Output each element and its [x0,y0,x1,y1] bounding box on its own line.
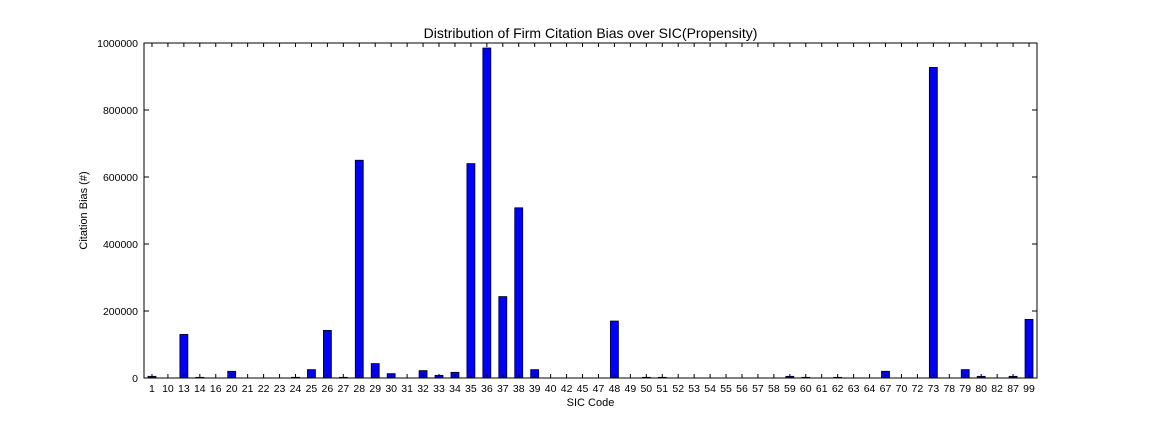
x-axis-label: SIC Code [567,397,615,409]
x-tick-label: 63 [848,383,860,395]
x-tick-label: 39 [529,383,541,395]
bar-sic-26 [323,330,331,378]
x-tick-label: 49 [625,383,637,395]
plot-frame [144,43,1037,378]
x-tick-label: 25 [306,383,318,395]
x-tick-label: 24 [290,383,302,395]
x-tick-label: 20 [226,383,238,395]
x-tick-label: 78 [943,383,955,395]
x-tick-label: 51 [656,383,668,395]
y-axis-label: Citation Bias (#) [78,171,90,249]
x-tick-label: 37 [497,383,509,395]
chart-title: Distribution of Firm Citation Bias over … [424,25,758,41]
x-tick-label: 61 [816,383,828,395]
bar-sic-35 [467,164,475,378]
bar-sic-36 [483,48,491,378]
bar-sic-48 [610,321,618,378]
axis-ticks: 1 10 13 14 16 20 21 22 23 24 25 2627 28 29 30 31 32 33 34 3… [97,38,1037,395]
x-tick-label: 16 [210,383,222,395]
x-tick-label: 23 [274,383,286,395]
x-tick-label: 33 [433,383,445,395]
x-tick-label: 54 [704,383,716,395]
x-tick-label: 73 [928,383,940,395]
y-tick-label: 600000 [103,172,138,184]
x-tick-label: 79 [959,383,971,395]
x-tick-label: 31 [401,383,413,395]
x-tick-label: 50 [640,383,652,395]
x-tick-label: 14 [194,383,206,395]
x-tick-label: 10 [162,383,174,395]
x-tick-label: 56 [736,383,748,395]
bar-sic-37 [499,297,507,378]
x-tick-label: 34 [449,383,461,395]
x-tick-label: 27 [337,383,349,395]
x-tick-label: 80 [975,383,987,395]
x-tick-label: 22 [258,383,270,395]
x-tick-label: 64 [864,383,876,395]
x-tick-label: 99 [1023,383,1035,395]
x-tick-label: 1 [149,383,155,395]
x-tick-label: 59 [784,383,796,395]
x-tick-label: 82 [991,383,1003,395]
x-tick-label: 30 [385,383,397,395]
x-tick-label: 87 [1007,383,1019,395]
y-tick-label: 400000 [103,239,138,251]
x-tick-label: 55 [720,383,732,395]
x-tick-label: 36 [481,383,493,395]
y-tick-label: 200000 [103,306,138,318]
x-tick-label: 26 [322,383,334,395]
x-tick-label: 40 [545,383,557,395]
x-tick-label: 42 [561,383,573,395]
bar-sic-73 [929,67,937,378]
x-tick-label: 13 [178,383,190,395]
bars [148,48,1033,378]
x-tick-label: 45 [577,383,589,395]
y-tick-label: 1000000 [97,38,138,50]
x-tick-label: 60 [800,383,812,395]
x-tick-label: 52 [672,383,684,395]
x-tick-label: 62 [832,383,844,395]
bar-sic-13 [180,334,188,378]
x-tick-label: 57 [752,383,764,395]
x-tick-label: 67 [880,383,892,395]
x-tick-label: 38 [513,383,525,395]
x-tick-label: 53 [688,383,700,395]
x-tick-label: 21 [242,383,254,395]
x-tick-label: 28 [353,383,365,395]
x-tick-label: 72 [912,383,924,395]
bar-sic-38 [515,208,523,378]
x-tick-label: 32 [417,383,429,395]
y-tick-label: 800000 [103,105,138,117]
bar-sic-99 [1025,319,1033,378]
x-tick-label: 58 [768,383,780,395]
x-tick-label: 70 [896,383,908,395]
x-tick-label: 48 [609,383,621,395]
x-tick-label: 47 [593,383,605,395]
y-tick-label: 0 [132,373,138,385]
bar-sic-28 [355,160,363,378]
x-tick-label: 29 [369,383,381,395]
x-tick-label: 35 [465,383,477,395]
